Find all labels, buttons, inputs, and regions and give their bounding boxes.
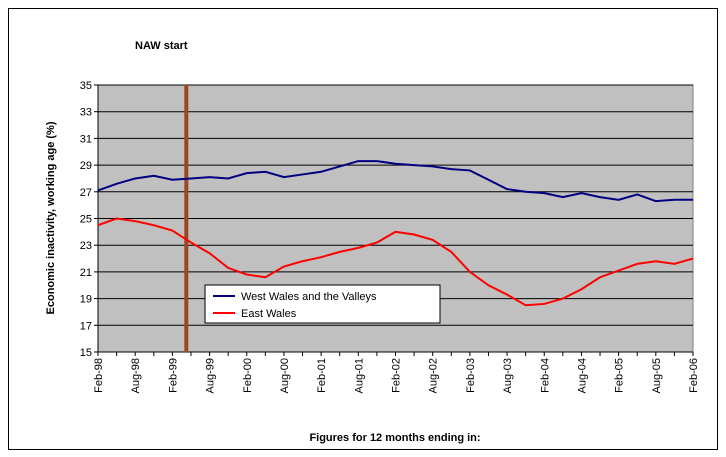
y-tick-label: 23 <box>80 240 92 252</box>
y-axis-label: Economic inactivity, working age (%) <box>45 121 57 314</box>
y-tick-label: 21 <box>80 267 92 279</box>
y-tick-label: 17 <box>80 320 92 332</box>
legend-box <box>204 284 441 324</box>
x-tick-label: Feb-04 <box>539 358 551 393</box>
y-tick-label: 19 <box>80 294 92 306</box>
x-tick-label: Feb-01 <box>316 358 328 393</box>
x-tick-label: Feb-05 <box>614 358 626 393</box>
x-tick-label: Aug-02 <box>428 358 440 393</box>
x-tick-label: Aug-01 <box>353 358 365 393</box>
legend-label: East Wales <box>241 308 297 320</box>
chart-title: NAW start <box>135 40 188 52</box>
y-tick-label: 25 <box>80 214 92 226</box>
y-tick-label: 35 <box>80 80 92 92</box>
series-line <box>97 160 693 203</box>
legend-label: West Wales and the Valleys <box>241 291 377 303</box>
x-tick-label: Feb-02 <box>391 358 403 393</box>
x-tick-label: Feb-03 <box>465 358 477 393</box>
series-line <box>97 217 694 307</box>
x-tick-label: Aug-03 <box>502 358 514 393</box>
y-tick-label: 31 <box>80 133 92 145</box>
x-tick-label: Aug-05 <box>651 358 663 393</box>
y-tick-label: 33 <box>80 107 92 119</box>
y-tick-label: 29 <box>80 160 92 172</box>
x-tick-label: Feb-98 <box>93 358 105 393</box>
y-tick-label: 15 <box>80 347 92 359</box>
x-tick-label: Feb-99 <box>167 358 179 393</box>
x-tick-label: Aug-04 <box>576 358 588 393</box>
x-tick-label: Aug-00 <box>279 358 291 393</box>
x-tick-label: Aug-99 <box>205 358 217 393</box>
y-tick-label: 27 <box>80 187 92 199</box>
x-axis-label: Figures for 12 months ending in: <box>309 432 480 444</box>
x-tick-label: Feb-06 <box>688 358 700 393</box>
x-tick-label: Feb-00 <box>242 358 254 393</box>
x-tick-label: Aug-98 <box>130 358 142 393</box>
